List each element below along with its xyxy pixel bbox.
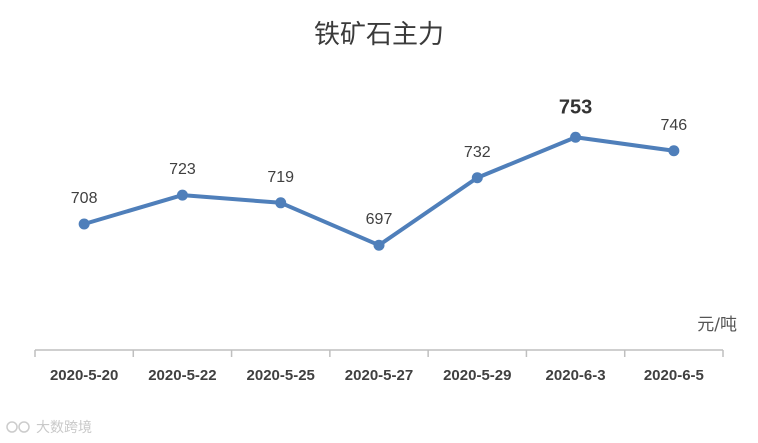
data-point bbox=[78, 218, 90, 230]
series-polyline bbox=[82, 135, 676, 248]
data-label: 753 bbox=[559, 96, 592, 118]
unit-label: 元/吨 bbox=[697, 315, 737, 335]
data-label: 723 bbox=[169, 161, 196, 178]
data-label: 697 bbox=[366, 211, 393, 228]
data-point bbox=[668, 145, 680, 157]
watermark-logo-icon-2 bbox=[18, 421, 30, 433]
data-point bbox=[373, 239, 385, 251]
x-tick-label: 2020-6-5 bbox=[644, 367, 704, 384]
data-point bbox=[275, 197, 287, 209]
watermark: 大数跨境 bbox=[6, 420, 92, 436]
data-point bbox=[471, 172, 483, 184]
x-tick-label: 2020-5-22 bbox=[148, 367, 216, 384]
data-point bbox=[570, 131, 582, 143]
watermark-text: 大数跨境 bbox=[36, 420, 92, 436]
data-point bbox=[176, 189, 188, 201]
data-label: 708 bbox=[71, 190, 98, 207]
chart-title: 铁矿石主力 bbox=[314, 20, 444, 50]
data-label: 746 bbox=[661, 117, 688, 134]
x-tick-label: 2020-5-27 bbox=[345, 367, 413, 384]
x-tick-label: 2020-6-3 bbox=[546, 367, 606, 384]
data-label: 719 bbox=[267, 169, 294, 186]
series-line: 708 723 719 697 732 753 746 bbox=[71, 96, 688, 251]
data-label: 732 bbox=[464, 144, 491, 161]
x-tick-label: 2020-5-25 bbox=[247, 367, 315, 384]
x-tick-label: 2020-5-29 bbox=[443, 367, 511, 384]
x-axis: 2020-5-20 2020-5-22 2020-5-25 2020-5-27 2020… bbox=[34, 349, 724, 384]
x-tick-label: 2020-5-20 bbox=[50, 367, 118, 384]
watermark-logo-icon bbox=[6, 421, 18, 433]
